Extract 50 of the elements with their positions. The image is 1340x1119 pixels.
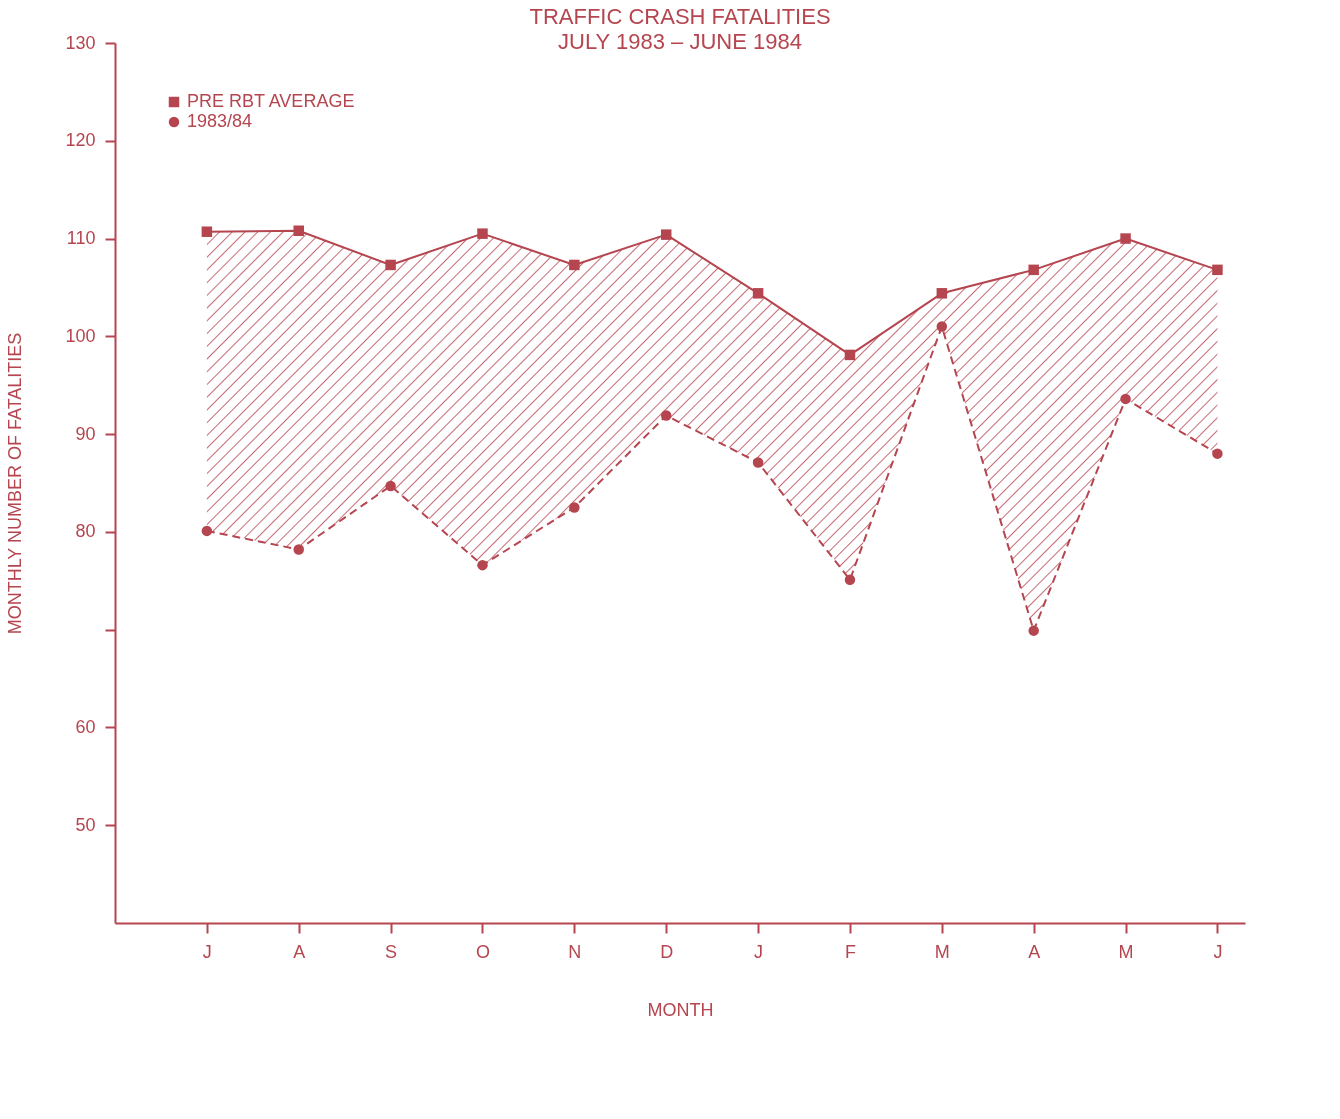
point [1028,264,1039,276]
x-tick-label: D [660,941,674,962]
point [293,225,304,236]
point [660,229,672,240]
point [844,349,856,361]
point [201,226,213,237]
point [477,228,488,239]
chart-subtitle: JULY 1983 – JUNE 1984 [558,29,802,54]
x-tick-label: A [1028,941,1041,962]
point [293,544,304,555]
point [936,288,948,299]
chart-title: TRAFFIC CRASH FATALITIES [529,4,831,29]
point [569,502,580,513]
x-tick-label: A [293,941,306,962]
x-tick-label: N [568,941,582,962]
point [660,410,672,421]
point [385,259,396,271]
x-tick-label: M [934,941,950,962]
y-axis-title: MONTHLY NUMBER OF FATALITIES [5,332,26,635]
point [1120,393,1131,405]
y-tick-label: 120 [65,130,96,151]
y-tick-label: 60 [75,716,96,737]
x-tick-label: S [385,941,398,962]
y-tick-label: 100 [65,325,96,346]
point [752,288,764,299]
point [1212,264,1223,276]
y-tick-label: 130 [65,32,96,53]
point [1028,625,1039,636]
y-tick-label: 80 [75,521,96,542]
x-tick-label: O [475,941,490,962]
point [752,457,764,468]
point [1120,233,1131,244]
y-tick-label: 90 [75,423,96,444]
point [477,559,488,571]
x-tick-label: J [1213,941,1223,962]
x-tick-label: J [754,941,764,962]
x-axis-title: MONTH [647,999,714,1020]
point [1212,448,1223,459]
x-tick-label: F [844,941,856,962]
point [201,525,213,537]
x-tick-label: J [202,941,212,962]
x-tick-label: M [1118,941,1134,962]
y-tick-label: 50 [75,814,96,835]
point [569,259,580,271]
point [385,480,396,492]
legend-label: PRE RBT AVERAGE [187,91,355,111]
point [936,321,948,332]
point [844,574,856,586]
y-tick-label: 110 [66,228,96,249]
legend-label: 1983/84 [187,111,253,131]
